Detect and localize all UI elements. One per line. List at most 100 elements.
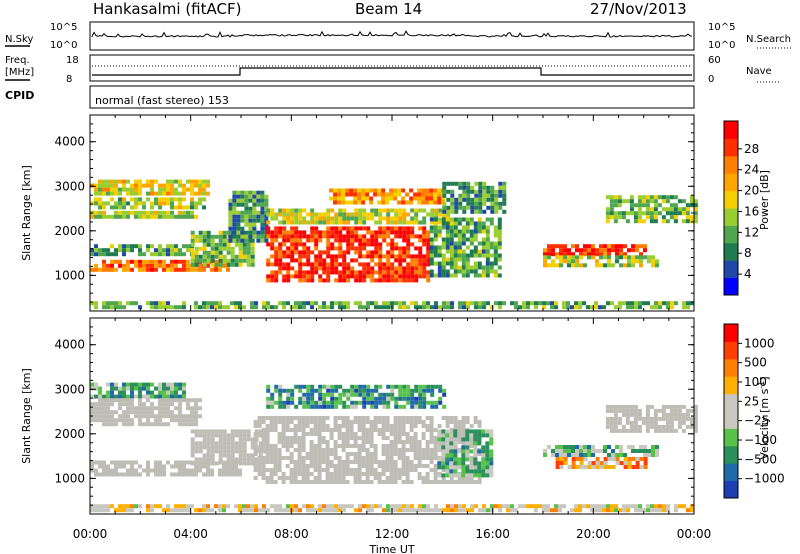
data-cell <box>502 504 506 509</box>
data-cell <box>118 214 122 219</box>
data-cell <box>401 420 406 424</box>
data-cell <box>278 388 283 393</box>
data-cell <box>673 211 678 216</box>
data-cell <box>394 242 399 247</box>
data-cell <box>218 445 223 450</box>
data-cell <box>386 305 390 310</box>
data-cell <box>282 388 287 393</box>
data-cell <box>158 390 162 395</box>
data-cell <box>665 416 670 421</box>
data-cell <box>242 242 247 247</box>
data-cell <box>318 384 323 389</box>
data-cell <box>334 400 339 405</box>
data-cell <box>310 230 315 235</box>
data-cell <box>653 215 658 220</box>
data-cell <box>477 437 482 442</box>
data-cell <box>583 244 587 249</box>
data-cell <box>615 252 619 257</box>
data-cell <box>306 504 310 509</box>
data-cell <box>413 416 418 420</box>
data-cell <box>106 394 110 399</box>
data-cell <box>150 259 154 264</box>
y-tick-label: 4000 <box>54 338 85 352</box>
data-cell <box>493 245 498 250</box>
data-cell <box>253 464 258 468</box>
data-cell <box>253 460 258 464</box>
data-cell <box>611 465 616 469</box>
data-cell <box>170 214 174 219</box>
data-cell <box>361 444 366 448</box>
data-cell <box>461 476 466 480</box>
data-cell <box>293 472 298 476</box>
data-cell <box>599 248 603 253</box>
colorbar-segment <box>724 208 738 226</box>
data-cell <box>242 246 247 251</box>
data-cell <box>154 418 158 423</box>
data-cell <box>330 404 335 409</box>
data-cell <box>389 444 394 448</box>
data-cell <box>162 248 166 253</box>
data-cell <box>214 254 219 259</box>
data-cell <box>393 468 398 472</box>
data-cell <box>506 508 510 513</box>
data-cell <box>657 408 662 413</box>
data-cell <box>405 420 410 424</box>
data-cell <box>643 457 648 461</box>
data-cell <box>170 201 174 206</box>
data-cell <box>198 179 202 184</box>
data-cell <box>282 212 287 217</box>
scatter-region <box>90 197 206 210</box>
data-cell <box>342 274 347 279</box>
data-cell <box>162 201 166 206</box>
data-cell <box>406 250 411 255</box>
data-cell <box>298 234 303 239</box>
data-cell <box>453 229 458 234</box>
data-cell <box>265 436 270 440</box>
data-cell <box>178 406 182 411</box>
data-cell <box>669 211 674 216</box>
data-cell <box>378 220 383 225</box>
data-cell <box>390 301 394 306</box>
data-cell <box>118 263 122 268</box>
data-cell <box>138 197 142 202</box>
data-cell <box>685 412 690 417</box>
data-cell <box>278 384 283 389</box>
data-cell <box>409 196 414 201</box>
data-cell <box>138 201 142 206</box>
colorbar-tick-label: 25 <box>744 394 759 408</box>
data-cell <box>244 238 249 243</box>
data-cell <box>410 404 415 409</box>
data-cell <box>186 210 190 215</box>
data-cell <box>122 402 126 407</box>
data-cell <box>236 214 241 219</box>
data-cell <box>437 245 442 250</box>
data-cell <box>625 428 630 433</box>
data-cell <box>114 205 118 210</box>
data-cell <box>366 274 371 279</box>
data-cell <box>248 238 253 243</box>
data-cell <box>298 238 303 243</box>
data-cell <box>365 464 370 468</box>
data-cell <box>481 449 486 454</box>
data-cell <box>453 444 458 448</box>
data-cell <box>330 216 335 221</box>
colorbar-segment <box>724 445 738 464</box>
data-cell <box>158 252 162 257</box>
data-cell <box>166 267 170 272</box>
data-cell <box>174 187 178 192</box>
data-cell <box>426 508 430 513</box>
data-cell <box>490 205 495 210</box>
data-cell <box>673 203 678 208</box>
data-cell <box>382 230 387 235</box>
data-cell <box>426 242 431 247</box>
data-cell <box>246 453 251 458</box>
data-cell <box>322 212 327 217</box>
data-cell <box>661 207 666 212</box>
data-cell <box>442 201 447 206</box>
data-cell <box>493 225 498 230</box>
data-cell <box>386 278 391 283</box>
data-cell <box>457 237 462 242</box>
data-cell <box>90 301 94 306</box>
data-cell <box>222 508 226 513</box>
data-cell <box>338 234 343 239</box>
